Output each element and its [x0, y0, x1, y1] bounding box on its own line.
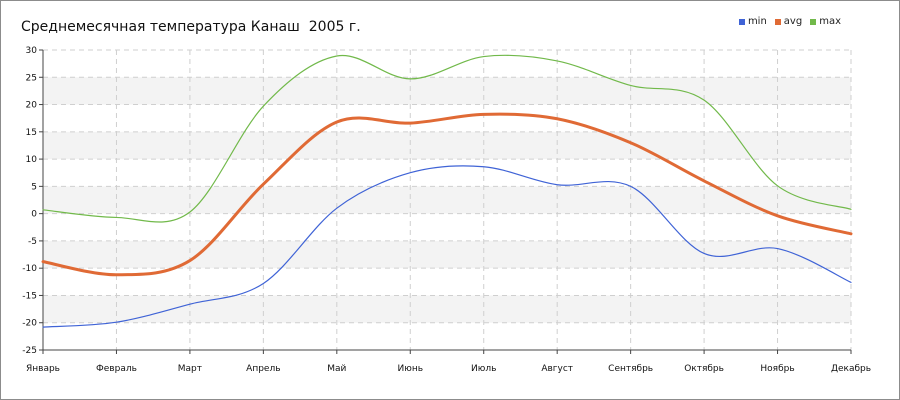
y-tick-label: 5 [31, 182, 37, 192]
y-tick-label: -25 [22, 346, 37, 356]
grid-band [43, 295, 851, 322]
x-tick-label: Сентябрь [608, 364, 653, 374]
y-tick-label: 0 [31, 210, 37, 220]
y-tick-label: 30 [26, 46, 38, 56]
grid-band [43, 77, 851, 104]
x-tick-label: Март [178, 364, 202, 374]
x-tick-label: Июнь [398, 364, 424, 374]
x-tick-label: Февраль [96, 364, 137, 374]
grid-band [43, 132, 851, 159]
y-tick-label: -20 [22, 319, 37, 329]
y-tick-label: 25 [26, 73, 37, 83]
grid-band [43, 186, 851, 213]
x-tick-label: Май [327, 364, 346, 374]
x-tick-label: Декабрь [831, 364, 871, 374]
y-tick-label: -5 [28, 237, 37, 247]
y-tick-label: -15 [22, 291, 37, 301]
y-tick-label: 20 [26, 101, 38, 111]
x-tick-label: Ноябрь [760, 364, 794, 374]
y-tick-label: 15 [26, 128, 37, 138]
grid-band [43, 241, 851, 268]
x-tick-label: Апрель [246, 364, 280, 374]
x-tick-label: Июль [471, 364, 496, 374]
x-tick-label: Январь [26, 364, 60, 374]
y-tick-label: -10 [22, 264, 37, 274]
x-tick-label: Август [541, 364, 573, 374]
x-tick-label: Октябрь [684, 364, 724, 374]
y-tick-label: 10 [26, 155, 38, 165]
